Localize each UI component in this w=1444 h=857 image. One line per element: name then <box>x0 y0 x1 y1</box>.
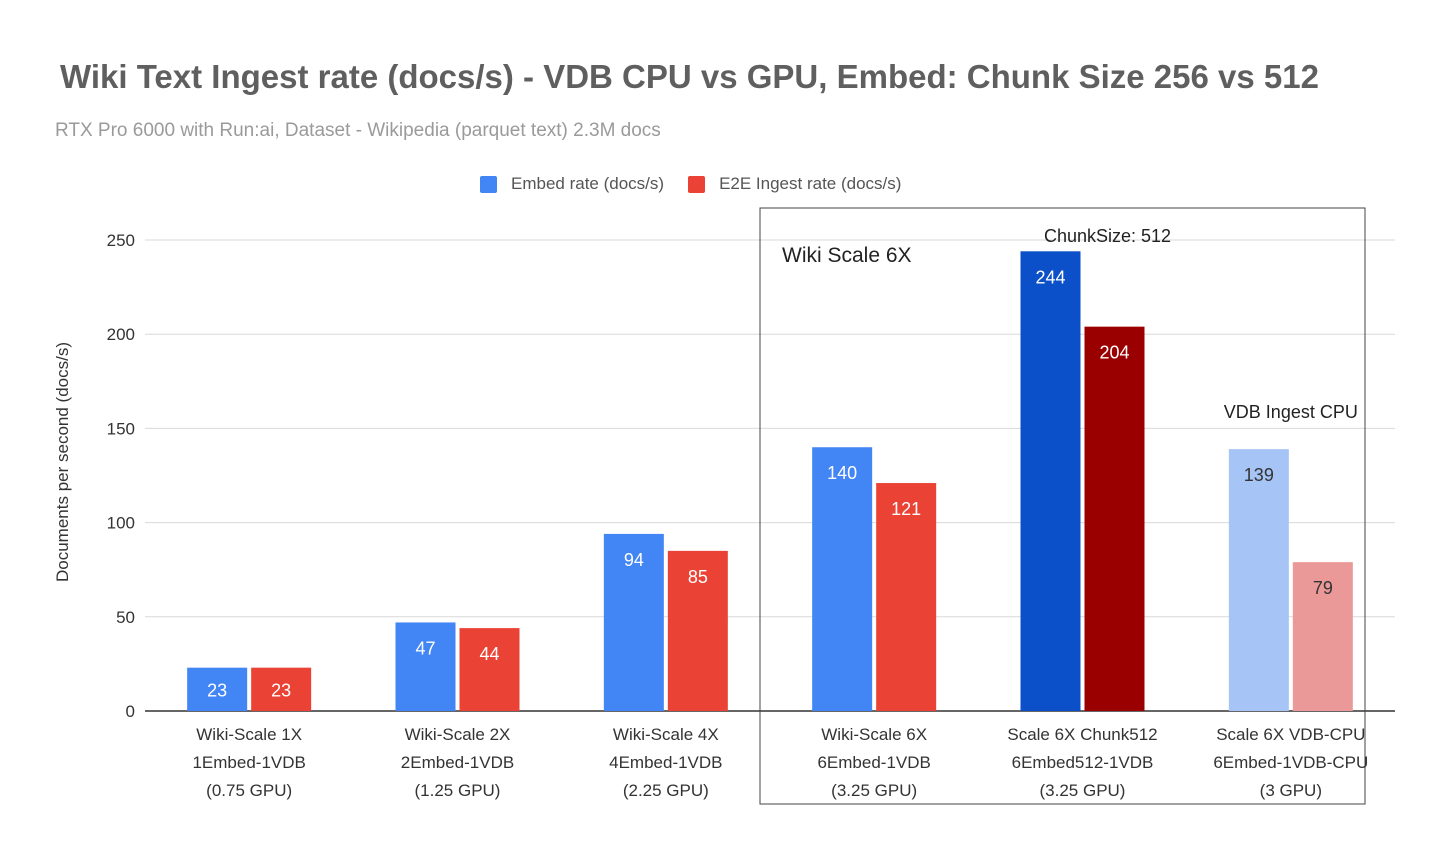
bar-label-e2e-2: 44 <box>479 644 499 664</box>
bar-embed-4 <box>812 447 873 711</box>
bar-label-e2e-4: 121 <box>891 499 921 519</box>
x-tick-label-1-line-3: (0.75 GPU) <box>206 781 292 800</box>
chart-subtitle: RTX Pro 6000 with Run:ai, Dataset - Wiki… <box>55 120 661 141</box>
legend-item-embed: Embed rate (docs/s) <box>480 174 664 194</box>
legend-label-e2e: E2E Ingest rate (docs/s) <box>719 174 902 193</box>
y-tick-label-250: 250 <box>107 231 135 250</box>
x-tick-label-5-line-1: Scale 6X Chunk512 <box>1007 725 1157 744</box>
bar-embed-3 <box>603 533 664 711</box>
chart-title: Wiki Text Ingest rate (docs/s) - VDB CPU… <box>60 58 1319 95</box>
annotation-chunk-size: ChunkSize: 512 <box>1044 226 1171 246</box>
legend-swatch-embed <box>480 175 497 193</box>
legend-label-embed: Embed rate (docs/s) <box>511 174 665 193</box>
bar-label-embed-3: 94 <box>624 550 644 570</box>
x-tick-label-3-line-2: 4Embed-1VDB <box>609 753 722 772</box>
bar-label-embed-2: 47 <box>415 638 435 658</box>
legend: Embed rate (docs/s) E2E Ingest rate (doc… <box>480 174 925 194</box>
bar-label-embed-6: 139 <box>1244 465 1274 485</box>
x-tick-label-5-line-3: (3.25 GPU) <box>1040 781 1126 800</box>
bar-e2e-3 <box>667 550 728 711</box>
annotation-wiki-scale-6x: Wiki Scale 6X <box>782 244 912 267</box>
x-tick-label-3-line-1: Wiki-Scale 4X <box>613 725 719 744</box>
x-tick-label-2-line-3: (1.25 GPU) <box>415 781 501 800</box>
x-tick-label-2-line-1: Wiki-Scale 2X <box>405 725 511 744</box>
x-tick-label-4-line-3: (3.25 GPU) <box>831 781 917 800</box>
bar-e2e-6 <box>1292 562 1353 711</box>
bar-e2e-2 <box>459 628 520 711</box>
x-tick-label-1-line-2: 1Embed-1VDB <box>192 753 305 772</box>
y-tick-label-200: 200 <box>107 325 135 344</box>
bar-e2e-4 <box>876 483 937 711</box>
legend-item-e2e: E2E Ingest rate (docs/s) <box>688 174 901 194</box>
bar-label-embed-4: 140 <box>827 463 857 483</box>
bar-embed-5 <box>1020 251 1081 711</box>
y-tick-label-100: 100 <box>107 514 135 533</box>
bar-e2e-1 <box>251 667 312 711</box>
x-tick-label-6-line-2: 6Embed-1VDB-CPU <box>1213 753 1368 772</box>
y-tick-label-0: 0 <box>126 702 135 721</box>
y-tick-label-50: 50 <box>116 608 135 627</box>
x-tick-label-6-line-1: Scale 6X VDB-CPU <box>1216 725 1365 744</box>
x-tick-label-1-line-1: Wiki-Scale 1X <box>196 725 302 744</box>
bar-e2e-5 <box>1084 326 1145 711</box>
x-tick-label-3-line-3: (2.25 GPU) <box>623 781 709 800</box>
annotation-vdb-ingest-cpu: VDB Ingest CPU <box>1224 402 1358 422</box>
bar-embed-6 <box>1228 449 1289 711</box>
x-tick-label-4-line-2: 6Embed-1VDB <box>817 753 930 772</box>
bar-label-embed-5: 244 <box>1035 267 1065 287</box>
bar-label-e2e-3: 85 <box>688 567 708 587</box>
x-tick-label-6-line-3: (3 GPU) <box>1260 781 1322 800</box>
group-box-6x <box>759 207 1366 805</box>
bar-label-e2e-5: 204 <box>1099 343 1129 363</box>
bar-label-embed-1: 23 <box>207 680 227 700</box>
y-tick-label-150: 150 <box>107 419 135 438</box>
bar-embed-1 <box>187 667 248 711</box>
x-tick-label-5-line-2: 6Embed512-1VDB <box>1012 753 1154 772</box>
bar-label-e2e-6: 79 <box>1313 578 1333 598</box>
x-tick-label-2-line-2: 2Embed-1VDB <box>401 753 514 772</box>
x-tick-label-4-line-1: Wiki-Scale 6X <box>821 725 927 744</box>
bar-embed-2 <box>395 622 456 711</box>
legend-swatch-e2e <box>688 175 706 193</box>
bar-label-e2e-1: 23 <box>271 680 291 700</box>
